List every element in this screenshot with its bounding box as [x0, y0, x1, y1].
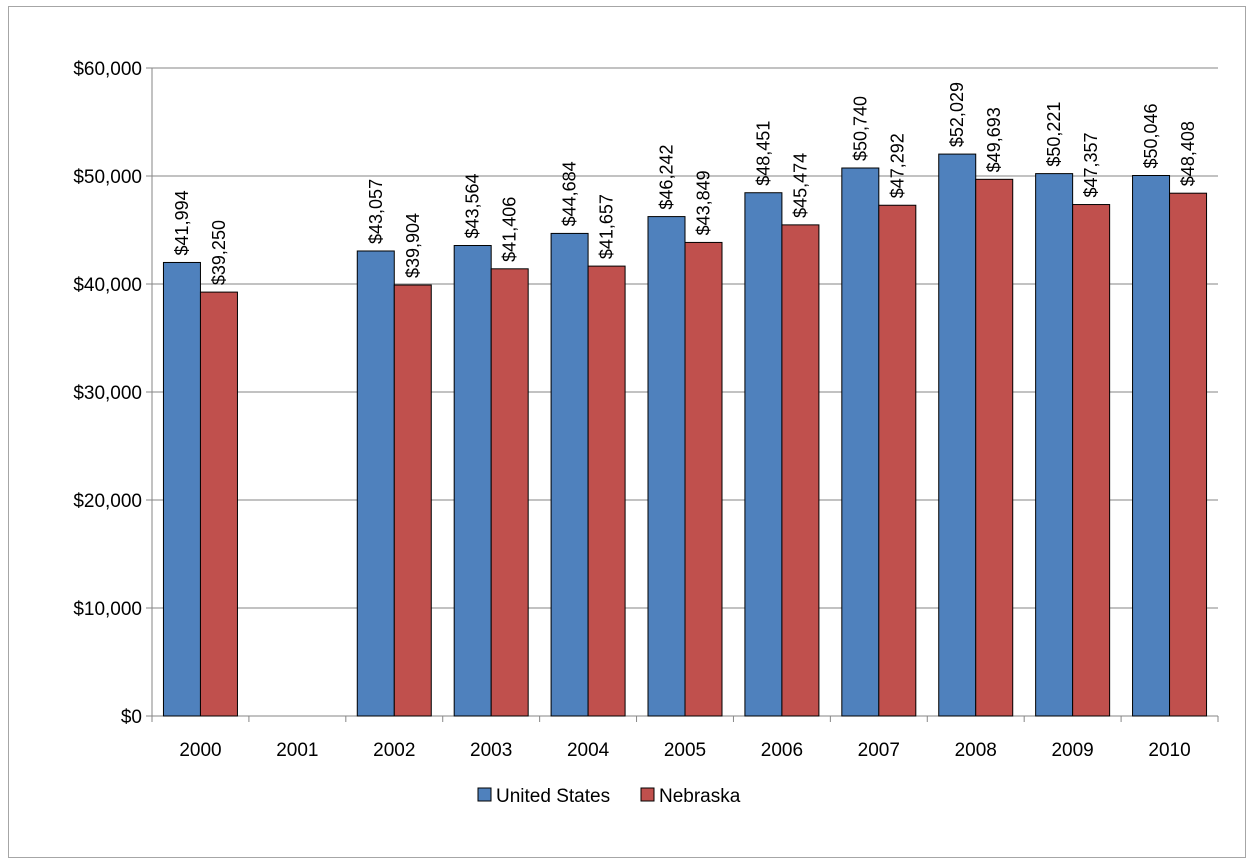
y-tick-label: $20,000 [73, 491, 142, 512]
bar-united-states [647, 216, 686, 717]
x-tick-label: 2008 [955, 740, 997, 761]
x-tick-label: 2005 [664, 740, 706, 761]
legend-swatch-nebraska [640, 787, 655, 802]
bar-united-states [356, 250, 395, 717]
x-tick-label: 2002 [373, 740, 415, 761]
x-tick-label: 2010 [1148, 740, 1190, 761]
bar-united-states [1132, 175, 1171, 717]
bar-nebraska [781, 224, 820, 717]
y-axis-tick-labels: $0 $10,000 $20,000 $30,000 $40,000 $50,000 $60… [73, 59, 142, 728]
data-label: $52,029 [947, 82, 967, 147]
data-label: $45,474 [790, 153, 810, 218]
data-label: $46,242 [657, 145, 677, 210]
y-tick-label: $0 [121, 707, 142, 728]
bar-united-states [162, 261, 201, 717]
data-label: $44,684 [560, 161, 580, 226]
bar-nebraska [393, 284, 432, 717]
bar-nebraska [587, 265, 626, 717]
bar-nebraska [975, 178, 1014, 717]
bar-united-states [1035, 173, 1074, 717]
data-label: $41,657 [597, 194, 617, 259]
data-label: $48,451 [753, 121, 773, 186]
data-label: $43,564 [463, 173, 483, 238]
x-tick-label: 2001 [276, 740, 318, 761]
y-tick-label: $30,000 [73, 383, 142, 404]
y-tick-label: $10,000 [73, 599, 142, 620]
y-tick-label: $60,000 [73, 59, 142, 80]
x-tick-label: 2009 [1051, 740, 1093, 761]
bar-nebraska [1072, 204, 1111, 717]
bar-nebraska [684, 241, 723, 717]
bar-nebraska [878, 204, 917, 717]
data-label: $47,292 [887, 133, 907, 198]
data-label: $50,046 [1141, 103, 1161, 168]
data-labels: $41,994 $39,250 $43,057 $39,904 $43,564 $41,4… [172, 82, 1198, 285]
data-label: $39,250 [209, 220, 229, 285]
data-label: $43,849 [694, 170, 714, 235]
data-label: $50,740 [850, 96, 870, 161]
bar-united-states [938, 153, 977, 717]
data-label: $41,406 [500, 197, 520, 262]
data-label: $47,357 [1081, 132, 1101, 197]
bar-united-states [744, 192, 783, 717]
data-label: $43,057 [366, 179, 386, 244]
data-label: $39,904 [403, 213, 423, 278]
x-tick-label: 2006 [761, 740, 803, 761]
bars [162, 153, 1208, 717]
y-tick-label: $50,000 [73, 167, 142, 188]
x-axis-tick-labels: 2000 2001 2002 2003 2004 2005 2006 2007 2008 2009… [179, 740, 1190, 761]
x-tick-label: 2007 [858, 740, 900, 761]
data-label: $48,408 [1178, 121, 1198, 186]
bar-united-states [841, 167, 880, 717]
bar-united-states [453, 245, 492, 717]
legend: United States Nebraska [477, 786, 741, 807]
legend-label-nebraska: Nebraska [659, 786, 741, 807]
legend-swatch-united-states [477, 787, 492, 802]
bar-nebraska [1169, 192, 1208, 717]
bar-united-states [550, 232, 589, 717]
legend-label-united-states: United States [496, 786, 610, 807]
y-tick-label: $40,000 [73, 275, 142, 296]
x-tick-label: 2003 [470, 740, 512, 761]
bar-nebraska [490, 268, 529, 717]
data-label: $41,994 [172, 190, 192, 255]
x-tick-label: 2004 [567, 740, 610, 761]
x-tick-label: 2000 [179, 740, 221, 761]
bar-nebraska [199, 291, 238, 717]
data-label: $49,693 [984, 107, 1004, 172]
data-label: $50,221 [1044, 102, 1064, 167]
